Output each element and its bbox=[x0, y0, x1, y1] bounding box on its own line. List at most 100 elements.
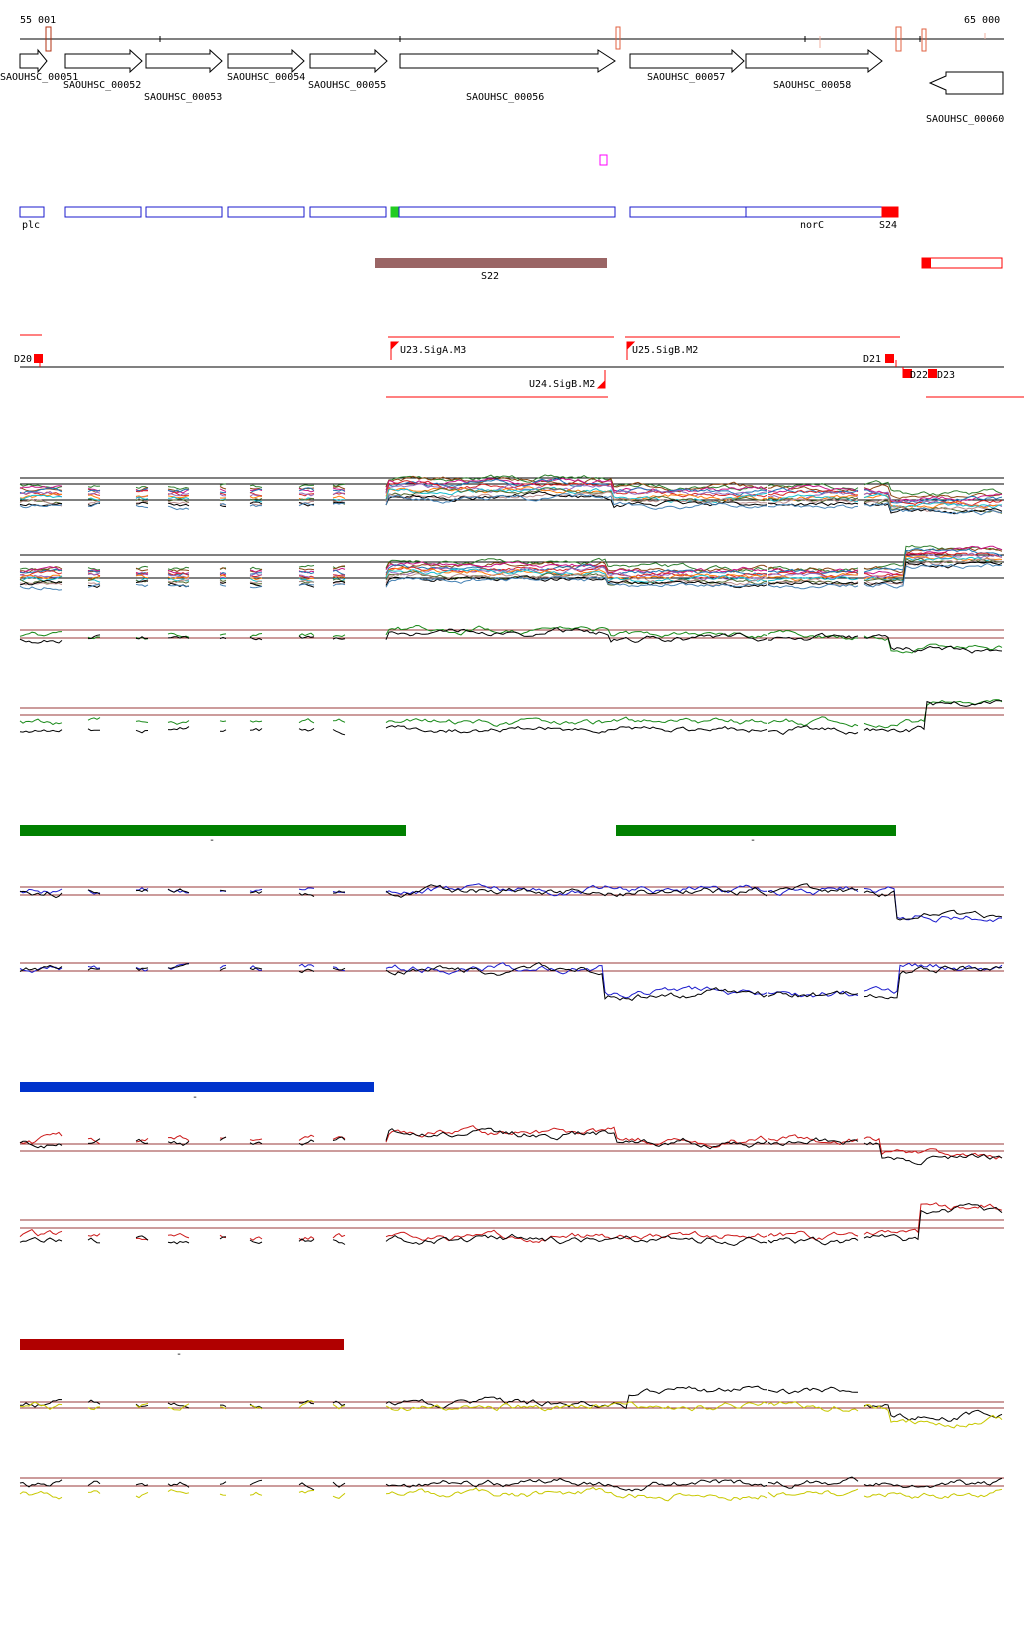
signal-line bbox=[767, 489, 859, 496]
signal-line bbox=[87, 965, 101, 969]
gene-arrow[interactable] bbox=[928, 71, 1004, 95]
signal-line bbox=[167, 726, 190, 731]
signal-line bbox=[298, 718, 315, 724]
signal-line bbox=[167, 584, 190, 588]
signal-line bbox=[87, 889, 101, 895]
gene-arrow[interactable] bbox=[309, 48, 388, 74]
condition-bar[interactable] bbox=[20, 1339, 344, 1350]
feature-box[interactable] bbox=[629, 206, 747, 218]
gene-arrow[interactable] bbox=[64, 48, 143, 74]
promoter-box[interactable] bbox=[34, 354, 43, 363]
gene-arrow[interactable] bbox=[19, 48, 48, 74]
signal-line bbox=[167, 579, 190, 585]
signal-line bbox=[332, 1400, 346, 1407]
feature-label: S24 bbox=[879, 220, 897, 231]
feature-box[interactable] bbox=[309, 206, 387, 218]
promoter-box[interactable] bbox=[885, 354, 894, 363]
signal-line bbox=[135, 583, 149, 588]
segment-label: S22 bbox=[481, 271, 499, 282]
signal-line bbox=[385, 1229, 768, 1243]
signal-line bbox=[87, 500, 101, 505]
signal-line bbox=[249, 572, 263, 577]
signal-line bbox=[385, 561, 768, 577]
signal-line bbox=[19, 1228, 63, 1237]
signal-line bbox=[19, 574, 63, 578]
promoter-box[interactable] bbox=[928, 369, 937, 378]
signal-line bbox=[167, 1140, 190, 1146]
signal-line bbox=[135, 720, 149, 723]
signal-line bbox=[385, 884, 768, 898]
signal-line bbox=[19, 579, 63, 586]
signal-line bbox=[19, 568, 63, 574]
signal-line bbox=[249, 569, 263, 574]
signal-line bbox=[385, 1401, 768, 1412]
signal-line bbox=[385, 493, 768, 510]
signal-line bbox=[167, 635, 190, 639]
signal-line bbox=[863, 545, 1003, 576]
condition-track-blue: - bbox=[20, 1082, 374, 1103]
signal-line bbox=[863, 493, 1003, 509]
signal-line bbox=[135, 888, 149, 893]
signal-line bbox=[385, 1385, 768, 1410]
condition-bar[interactable] bbox=[616, 825, 896, 836]
signal-line bbox=[135, 489, 149, 493]
signal-line bbox=[19, 1140, 63, 1149]
signal-line bbox=[87, 728, 100, 732]
promoter-flag[interactable] bbox=[626, 341, 636, 360]
signal-line bbox=[219, 491, 227, 494]
signal-line bbox=[385, 624, 768, 639]
signal-line bbox=[167, 720, 190, 725]
feature-label: plc bbox=[22, 220, 40, 231]
signal-line bbox=[167, 488, 190, 493]
condition-bar[interactable] bbox=[20, 825, 406, 836]
feature-box[interactable] bbox=[745, 206, 883, 218]
signal-line bbox=[135, 486, 149, 489]
promoter-flag[interactable] bbox=[390, 341, 400, 360]
feature-box[interactable] bbox=[398, 206, 616, 218]
condition-label: - bbox=[209, 835, 215, 846]
signal-line bbox=[863, 634, 1003, 654]
gene-arrow[interactable] bbox=[399, 49, 616, 73]
feature-box-red[interactable] bbox=[881, 206, 899, 218]
signal-line bbox=[332, 483, 346, 488]
feature-box-green[interactable] bbox=[390, 206, 400, 218]
gene-arrow[interactable] bbox=[145, 48, 223, 74]
gene-arrow[interactable] bbox=[745, 48, 883, 74]
signal-line bbox=[167, 1232, 190, 1239]
signal-line bbox=[298, 579, 315, 583]
promoter-box[interactable] bbox=[903, 369, 912, 378]
signal-line bbox=[87, 577, 101, 582]
signal-line bbox=[767, 496, 859, 503]
segment-bar[interactable] bbox=[375, 258, 607, 268]
promoter-label: D22 bbox=[910, 370, 928, 381]
signal-line bbox=[219, 576, 227, 579]
condition-bar[interactable] bbox=[20, 1082, 374, 1092]
feature-box[interactable] bbox=[19, 206, 45, 218]
feature-box[interactable] bbox=[145, 206, 223, 218]
signal-line bbox=[863, 1141, 1003, 1166]
signal-line bbox=[19, 965, 63, 974]
signal-line bbox=[219, 488, 227, 492]
promoter-flag[interactable] bbox=[596, 370, 606, 389]
signal-line bbox=[219, 571, 227, 575]
feature-box[interactable] bbox=[227, 206, 305, 218]
signal-line bbox=[767, 885, 859, 896]
signal-line bbox=[167, 578, 190, 582]
signal-line bbox=[87, 717, 101, 721]
signal-line bbox=[135, 580, 149, 583]
signal-line bbox=[167, 1489, 190, 1495]
feature-box[interactable] bbox=[64, 206, 142, 218]
signal-line bbox=[298, 887, 315, 891]
gene-arrow[interactable] bbox=[629, 48, 745, 74]
signal-line bbox=[219, 581, 227, 584]
signal-line bbox=[298, 492, 315, 497]
signal-line bbox=[298, 1400, 315, 1408]
gene-label: SAOUHSC_00055 bbox=[308, 80, 386, 91]
gene-arrow[interactable] bbox=[227, 48, 305, 74]
signal-line bbox=[87, 634, 101, 640]
signal-line bbox=[767, 1386, 859, 1395]
signal-line bbox=[332, 498, 346, 502]
signal-line bbox=[332, 565, 346, 570]
signal-line bbox=[863, 552, 1003, 579]
segment-bar-outline[interactable] bbox=[921, 257, 1003, 269]
